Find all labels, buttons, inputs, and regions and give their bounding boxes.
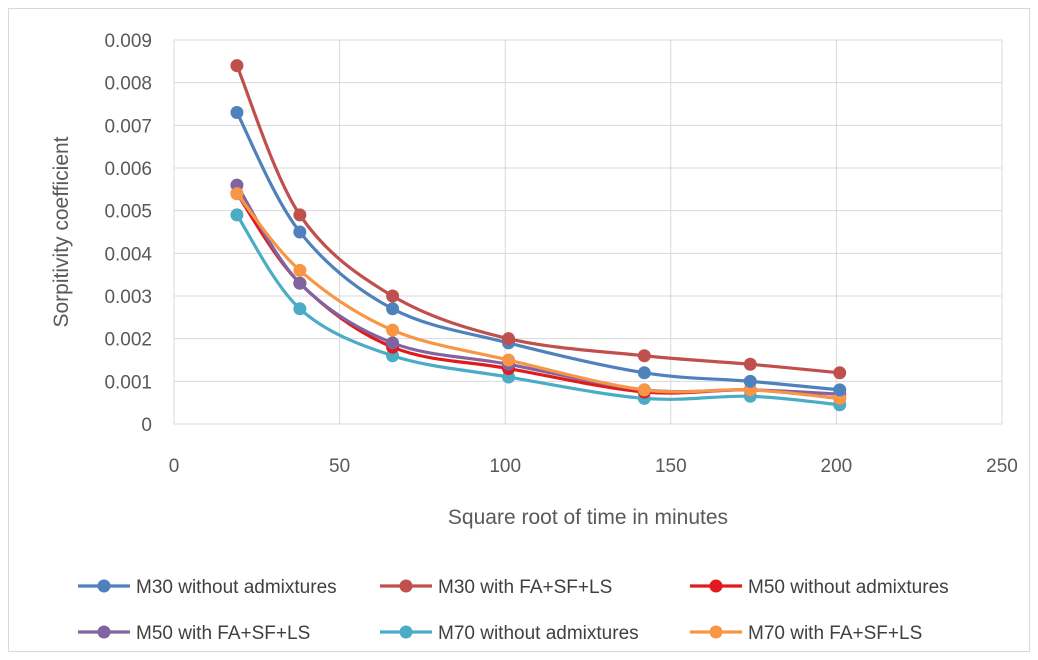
legend-label: M70 with FA+SF+LS xyxy=(748,623,922,644)
legend-entry: M70 without admixtures xyxy=(380,623,639,644)
data-point xyxy=(637,383,651,397)
data-point xyxy=(293,225,307,239)
legend-label: M30 without admixtures xyxy=(136,577,337,598)
data-point xyxy=(386,336,400,350)
legend-entry: M50 without admixtures xyxy=(690,577,949,598)
data-point xyxy=(743,357,757,371)
data-point xyxy=(502,332,516,346)
x-tick-label: 100 xyxy=(489,456,521,477)
data-point xyxy=(833,366,847,380)
data-point xyxy=(230,106,244,120)
legend-entry: M30 without admixtures xyxy=(78,577,337,598)
legend-label: M30 with FA+SF+LS xyxy=(438,577,612,598)
y-tick-label: 0.003 xyxy=(104,287,152,308)
legend-swatch-marker xyxy=(709,579,723,593)
legend-entry: M30 with FA+SF+LS xyxy=(380,577,612,598)
data-point xyxy=(386,289,400,303)
legend-swatch-marker xyxy=(97,579,111,593)
data-point xyxy=(386,302,400,316)
legend-swatch-marker xyxy=(399,625,413,639)
x-tick-label: 150 xyxy=(655,456,687,477)
y-tick-label: 0 xyxy=(141,415,152,436)
legend-entry: M70 with FA+SF+LS xyxy=(690,623,922,644)
y-tick-label: 0.004 xyxy=(104,244,152,265)
legend-swatch-marker xyxy=(399,579,413,593)
x-tick-labels: 0 50 100 150 200 250 xyxy=(169,456,1018,477)
y-tick-label: 0.001 xyxy=(104,372,152,393)
series-1 xyxy=(230,59,847,380)
data-point xyxy=(293,263,307,277)
series-lines xyxy=(230,59,847,412)
series-line xyxy=(235,111,840,392)
x-tick-label: 250 xyxy=(986,456,1018,477)
data-point xyxy=(230,59,244,73)
y-tick-label: 0.002 xyxy=(104,330,152,351)
data-point xyxy=(637,349,651,363)
y-tick-labels: 0 0.001 0.002 0.003 0.004 0.005 0.006 0.007 0.00… xyxy=(104,31,152,436)
y-tick-label: 0.005 xyxy=(104,202,152,223)
y-tick-label: 0.009 xyxy=(104,31,152,52)
y-tick-label: 0.008 xyxy=(104,74,152,95)
x-axis-title: Square root of time in minutes xyxy=(448,506,728,529)
y-tick-label: 0.006 xyxy=(104,159,152,180)
data-point xyxy=(293,276,307,290)
legend-label: M50 without admixtures xyxy=(748,577,949,598)
data-point xyxy=(637,366,651,380)
y-tick-label: 0.007 xyxy=(104,116,152,137)
legend-swatch-marker xyxy=(97,625,111,639)
legend-swatch-marker xyxy=(709,625,723,639)
data-point xyxy=(386,323,400,337)
data-point xyxy=(502,353,516,367)
legend-label: M50 with FA+SF+LS xyxy=(136,623,310,644)
x-tick-label: 200 xyxy=(821,456,853,477)
y-axis-title: Sorpitivity coefficient xyxy=(50,136,73,327)
legend-label: M70 without admixtures xyxy=(438,623,639,644)
data-point xyxy=(293,208,307,222)
data-point xyxy=(833,383,847,397)
x-tick-label: 50 xyxy=(329,456,350,477)
series-line xyxy=(235,64,840,375)
data-point xyxy=(230,208,244,222)
legend-entry: M50 with FA+SF+LS xyxy=(78,623,310,644)
data-point xyxy=(293,302,307,316)
x-tick-label: 0 xyxy=(169,456,180,477)
legend: M30 without admixtures M30 with FA+SF+LS M… xyxy=(78,577,949,644)
series-0 xyxy=(230,106,847,397)
data-point xyxy=(230,187,244,201)
series-5 xyxy=(230,187,847,405)
chart-frame xyxy=(8,8,1030,652)
data-point xyxy=(743,374,757,388)
